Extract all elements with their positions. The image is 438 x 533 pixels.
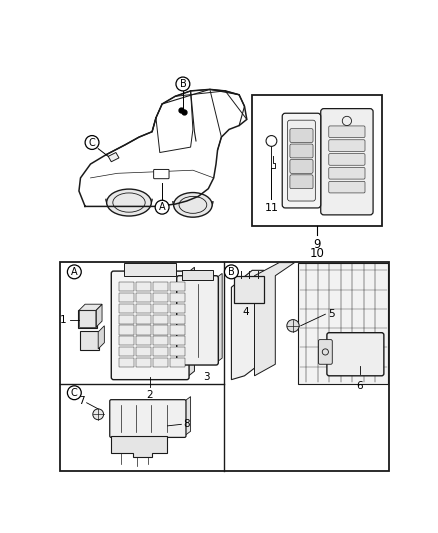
Text: 3: 3 [204,372,210,382]
FancyBboxPatch shape [170,282,185,292]
FancyBboxPatch shape [136,304,151,313]
FancyBboxPatch shape [153,314,168,324]
Circle shape [155,200,169,214]
Polygon shape [187,267,194,377]
FancyBboxPatch shape [182,270,213,280]
Circle shape [85,135,99,149]
Polygon shape [111,436,167,457]
FancyBboxPatch shape [136,282,151,292]
FancyBboxPatch shape [170,336,185,345]
Circle shape [93,409,103,419]
FancyBboxPatch shape [120,325,134,335]
FancyBboxPatch shape [154,169,169,179]
FancyBboxPatch shape [111,271,189,379]
Polygon shape [298,263,389,384]
FancyBboxPatch shape [120,304,134,313]
FancyBboxPatch shape [78,310,97,328]
FancyBboxPatch shape [170,293,185,302]
Circle shape [67,386,81,400]
Polygon shape [108,152,119,161]
Text: 11: 11 [265,203,279,213]
FancyBboxPatch shape [153,336,168,345]
Circle shape [224,265,238,279]
Text: 4: 4 [243,308,249,317]
Text: 6: 6 [357,381,363,391]
Polygon shape [96,304,102,327]
FancyBboxPatch shape [170,347,185,356]
FancyBboxPatch shape [136,293,151,302]
FancyBboxPatch shape [177,276,218,365]
FancyBboxPatch shape [290,128,313,142]
FancyBboxPatch shape [170,304,185,313]
Text: B: B [180,79,186,89]
Text: 5: 5 [328,309,335,319]
FancyBboxPatch shape [170,358,185,367]
FancyBboxPatch shape [120,314,134,324]
Text: B: B [228,267,235,277]
FancyBboxPatch shape [252,95,381,225]
FancyBboxPatch shape [288,120,315,201]
FancyBboxPatch shape [234,277,264,303]
FancyBboxPatch shape [120,336,134,345]
FancyBboxPatch shape [318,340,332,364]
FancyBboxPatch shape [327,333,384,376]
FancyBboxPatch shape [329,154,365,165]
Text: 2: 2 [146,391,153,400]
FancyBboxPatch shape [60,262,389,471]
Text: A: A [71,267,78,277]
FancyBboxPatch shape [170,314,185,324]
FancyBboxPatch shape [110,400,186,438]
Polygon shape [184,397,191,436]
Polygon shape [98,326,104,349]
FancyBboxPatch shape [170,325,185,335]
FancyBboxPatch shape [136,314,151,324]
FancyBboxPatch shape [321,109,373,215]
Text: A: A [159,202,166,212]
FancyBboxPatch shape [153,347,168,356]
Ellipse shape [173,192,212,217]
FancyBboxPatch shape [120,358,134,367]
FancyBboxPatch shape [153,304,168,313]
FancyBboxPatch shape [153,358,168,367]
Text: 7: 7 [78,396,85,406]
Text: 8: 8 [183,419,190,429]
FancyBboxPatch shape [153,325,168,335]
Text: C: C [71,387,78,398]
FancyBboxPatch shape [290,159,313,173]
Circle shape [287,320,299,332]
FancyBboxPatch shape [120,293,134,302]
FancyBboxPatch shape [282,113,321,208]
FancyBboxPatch shape [136,336,151,345]
Circle shape [176,77,190,91]
FancyBboxPatch shape [81,331,99,350]
FancyBboxPatch shape [120,282,134,292]
FancyBboxPatch shape [136,325,151,335]
FancyBboxPatch shape [136,347,151,356]
FancyBboxPatch shape [124,263,176,276]
FancyBboxPatch shape [120,347,134,356]
Text: 9: 9 [313,238,321,251]
FancyBboxPatch shape [329,167,365,179]
Text: 1: 1 [60,314,67,325]
Polygon shape [216,273,222,363]
FancyBboxPatch shape [329,126,365,138]
FancyBboxPatch shape [136,358,151,367]
Polygon shape [231,270,264,379]
Ellipse shape [107,189,151,216]
Text: 10: 10 [309,247,324,260]
Polygon shape [254,263,294,376]
FancyBboxPatch shape [290,144,313,158]
FancyBboxPatch shape [329,140,365,151]
FancyBboxPatch shape [329,181,365,193]
FancyBboxPatch shape [153,293,168,302]
Text: C: C [88,138,95,148]
Polygon shape [79,304,102,310]
FancyBboxPatch shape [153,282,168,292]
Circle shape [67,265,81,279]
FancyBboxPatch shape [290,175,313,189]
